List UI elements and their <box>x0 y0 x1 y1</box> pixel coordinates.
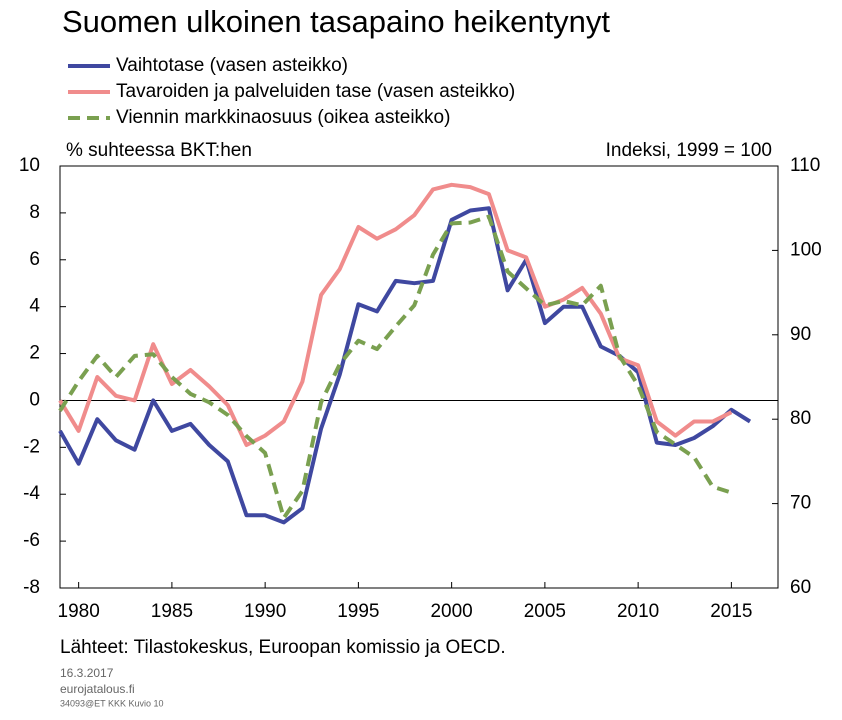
footer: eurojatalous.fi <box>60 682 135 696</box>
y-tick-label: -4 <box>23 483 40 504</box>
y-tick-label: 0 <box>29 389 40 410</box>
series-line <box>58 182 733 447</box>
x-tick-label: 2015 <box>710 601 752 622</box>
y2-tick-label: 80 <box>790 408 811 429</box>
y2-tick-label: 90 <box>790 324 811 345</box>
y-tick-label: 2 <box>29 343 40 364</box>
y-tick-label: 8 <box>29 202 40 223</box>
chart-title: Suomen ulkoinen tasapaino heikentynyt <box>62 4 610 39</box>
legend-label: Viennin markkinaosuus (oikea asteikko) <box>116 107 450 128</box>
y-tick-label: 4 <box>29 296 40 317</box>
y-axis-label: % suhteessa BKT:hen <box>66 140 252 161</box>
legend-label: Tavaroiden ja palveluiden tase (vasen as… <box>116 81 515 102</box>
x-tick-label: 2005 <box>524 601 566 622</box>
y2-tick-label: 70 <box>790 493 811 514</box>
y2-tick-label: 100 <box>790 239 822 260</box>
x-tick-label: 2010 <box>617 601 659 622</box>
y-tick-label: 10 <box>19 155 40 176</box>
y-tick-label: -6 <box>23 530 40 551</box>
y2-tick-label: 110 <box>790 155 820 176</box>
x-tick-label: 1980 <box>58 601 100 622</box>
y2-tick-label: 60 <box>790 577 811 598</box>
y-tick-label: -8 <box>23 577 40 598</box>
y-tick-label: -2 <box>23 436 40 457</box>
x-tick-label: 1985 <box>151 601 193 622</box>
footer: 16.3.2017 <box>60 666 114 680</box>
plot-frame <box>59 165 779 589</box>
footer: 34093@ET KKK Kuvio 10 <box>60 698 164 708</box>
x-tick-label: 2000 <box>430 601 472 622</box>
source: Lähteet: Tilastokeskus, Euroopan komissi… <box>60 637 506 658</box>
series-line <box>58 214 733 520</box>
y2-axis-label: Indeksi, 1999 = 100 <box>606 140 772 161</box>
y-tick-label: 6 <box>29 249 40 270</box>
legend-label: Vaihtotase (vasen asteikko) <box>116 55 348 76</box>
series-line <box>58 206 752 525</box>
x-tick-label: 1995 <box>337 601 379 622</box>
x-tick-label: 1990 <box>244 601 286 622</box>
